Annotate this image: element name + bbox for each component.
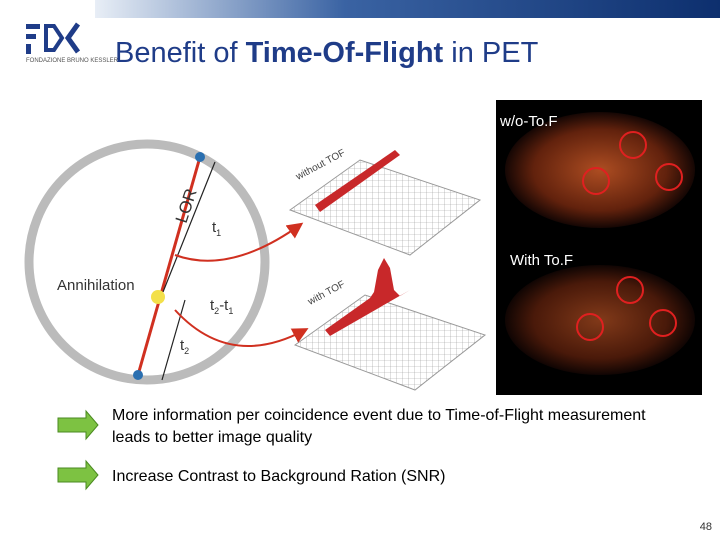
profile-without-tof [315, 150, 400, 212]
lor-line [136, 156, 202, 376]
header-bar [95, 0, 720, 18]
image-label-bottom: With To.F [510, 252, 573, 269]
lesion-markers [576, 131, 683, 341]
bullet-arrow [57, 409, 99, 441]
annihilation-label: Annihilation [57, 277, 135, 294]
annihilation-point [151, 290, 165, 304]
t2-t1-label: t2-t1 [210, 297, 233, 316]
t2-label: t2 [180, 337, 189, 356]
grid-with-tof [293, 294, 487, 391]
arrow [174, 222, 304, 262]
bullet-text: More information per coincidence event d… [112, 407, 646, 446]
t2-arrow [161, 299, 186, 381]
profile-with-tof [325, 258, 410, 336]
t1-label: t1 [212, 219, 221, 238]
grid-without-tof [288, 159, 482, 256]
logo-text: FONDAZIONE BRUNO KESSLER [26, 58, 119, 64]
bullet-arrow [57, 459, 99, 491]
pet-image-top [505, 112, 695, 228]
logo [26, 22, 81, 54]
lor-label: LOR [172, 186, 201, 225]
t1-arrow [162, 161, 216, 293]
arrow [174, 309, 309, 347]
bullet-text: Increase Contrast to Background Ration (… [112, 468, 446, 485]
with-tof-label: with TOF [305, 279, 347, 308]
title: Benefit of Time-Of-Flight in PET [115, 37, 539, 69]
image-label-top: w/o-To.F [499, 113, 558, 130]
detector-ring [24, 139, 270, 385]
detector-hit [133, 370, 143, 380]
page-number: 48 [700, 521, 712, 533]
detector-hit [195, 152, 205, 162]
